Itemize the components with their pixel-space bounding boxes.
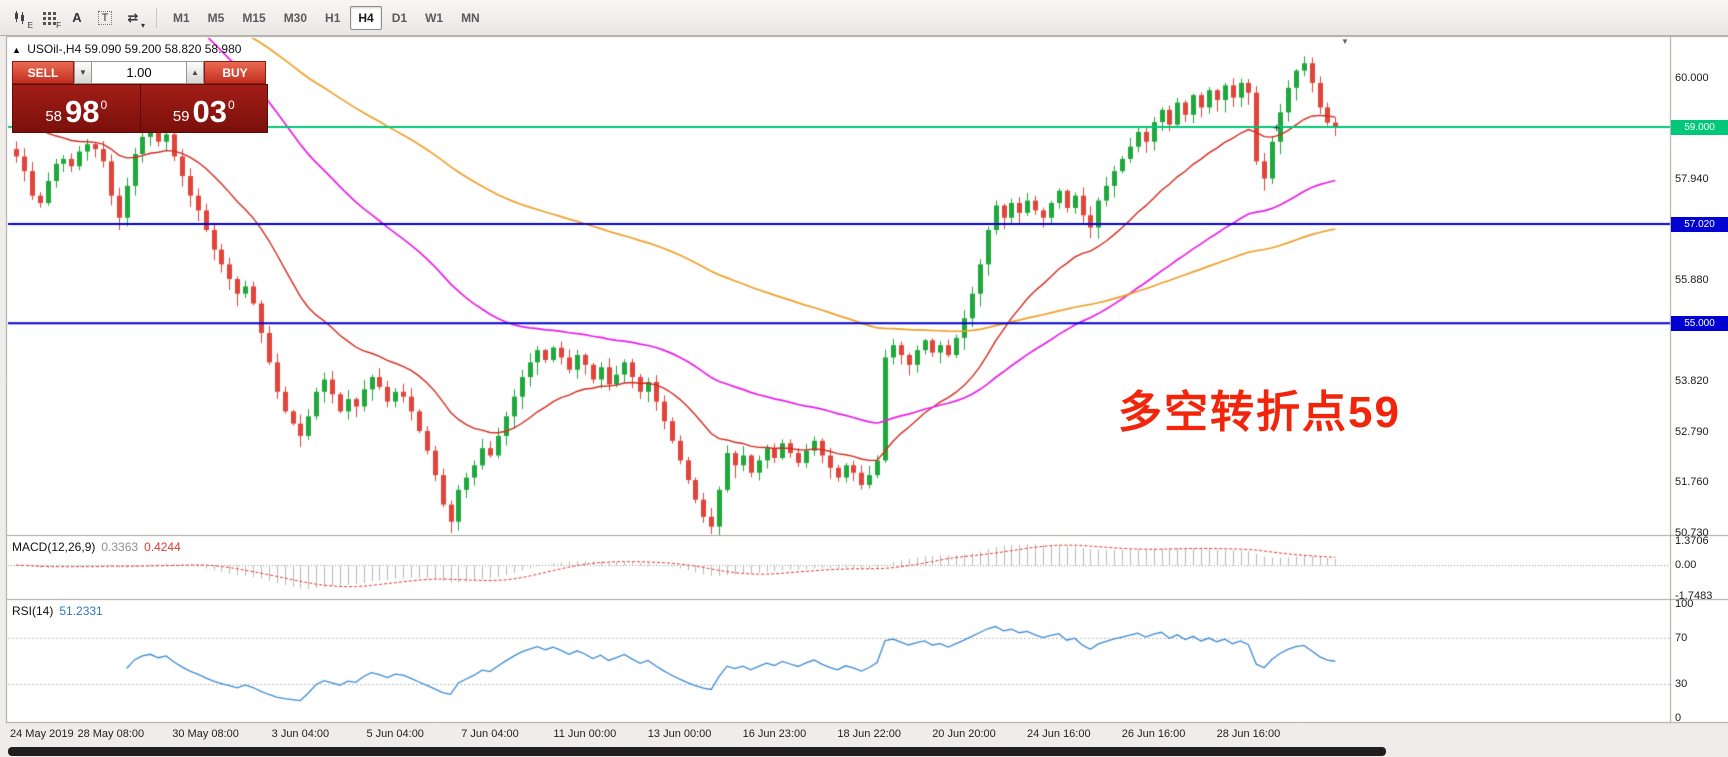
time-axis-label: 28 May 08:00 xyxy=(77,728,145,740)
line-tools-dropdown-icon: ▾ xyxy=(140,20,145,30)
candlestick-glyph xyxy=(15,11,24,24)
line-tools-glyph: ⇄ xyxy=(127,9,139,25)
icon-sub-e: E xyxy=(27,20,33,30)
time-axis-label: 30 May 08:00 xyxy=(172,728,239,740)
chart-shift-marker-icon: ▼ xyxy=(1341,37,1349,46)
symbol-header: ▲ USOil-,H4 59.090 59.200 58.820 58.980 xyxy=(12,42,241,56)
rsi-axis-tick: 100 xyxy=(1675,598,1694,610)
timeframe-M1-button[interactable]: M1 xyxy=(173,10,190,25)
price-axis-tick: 52.790 xyxy=(1675,425,1709,438)
crosshair-marker-icon: + xyxy=(1273,120,1281,135)
time-axis-label: 20 Jun 20:00 xyxy=(932,728,996,740)
price-axis-tick: 57.940 xyxy=(1675,173,1709,185)
price-axis-tick: 51.760 xyxy=(1675,476,1709,488)
macd-main-value: 0.3363 xyxy=(101,540,139,554)
symbol-marker-icon: ▲ xyxy=(12,45,21,55)
buy-price-big: 03 xyxy=(192,94,227,130)
buy-price-display[interactable]: 59 03 0 xyxy=(139,85,268,132)
macd-signal-value: 0.4244 xyxy=(144,540,181,554)
text-tool-icon[interactable]: A xyxy=(64,6,90,30)
sell-button[interactable]: SELL xyxy=(12,61,74,84)
grid-glyph xyxy=(43,11,56,25)
macd-label: MACD(12,26,9) xyxy=(12,540,96,554)
toolbar: E F A T ⇄ ▾ M1 M5 M15 M30 H1 H4 D1 W1 MN xyxy=(0,0,1728,36)
label-tool-icon[interactable]: T xyxy=(92,6,118,30)
text-tool-glyph: A xyxy=(72,10,82,25)
line-tools-icon[interactable]: ⇄ ▾ xyxy=(120,6,146,30)
timeframe-D1-button[interactable]: D1 xyxy=(391,10,408,25)
macd-axis-tick: 1.3706 xyxy=(1675,535,1709,547)
price-axis-tick: 53.820 xyxy=(1675,375,1709,387)
buy-button[interactable]: BUY xyxy=(204,61,266,84)
rsi-value: 51.2331 xyxy=(59,604,103,618)
symbol-ohlc-text: USOil-,H4 59.090 59.200 58.820 58.980 xyxy=(27,42,242,56)
volume-increase-button[interactable]: ▲ xyxy=(186,61,204,84)
timeframe-MN-button[interactable]: MN xyxy=(461,10,480,25)
time-axis-label: 24 May 2019 xyxy=(10,728,74,740)
time-axis-label: 5 Jun 04:00 xyxy=(366,728,424,740)
grid-icon[interactable]: F xyxy=(36,6,62,30)
level-price-label[interactable]: 55.000 xyxy=(1671,316,1728,332)
time-axis-label: 3 Jun 04:00 xyxy=(271,728,330,740)
time-axis-label: 11 Jun 00:00 xyxy=(553,728,617,740)
level-price-label[interactable]: 59.000 xyxy=(1671,120,1728,136)
sell-price-display[interactable]: 58 98 0 xyxy=(13,85,140,132)
macd-axis-tick: -1.7483 xyxy=(1675,590,1713,602)
quote-row: 58 98 0 59 03 0 xyxy=(12,84,268,133)
macd-header: MACD(12,26,9) 0.3363 0.4244 xyxy=(12,540,181,554)
chart-type-icon[interactable]: E xyxy=(8,6,34,30)
sell-price-sup: 0 xyxy=(100,98,108,112)
sell-price-big: 98 xyxy=(65,94,100,130)
timeframe-M5-button[interactable]: M5 xyxy=(207,10,225,25)
rsi-label: RSI(14) xyxy=(12,604,54,618)
timeframe-W1-button[interactable]: W1 xyxy=(425,10,444,25)
one-click-trading-panel: SELL ▼ ▲ BUY 58 98 0 59 03 0 xyxy=(12,61,268,133)
chart-annotation-text: 多空转折点59 xyxy=(1118,388,1401,437)
price-axis-tick: 60.000 xyxy=(1675,72,1709,84)
price-axis-tick: 50.730 xyxy=(1675,526,1709,539)
toolbar-separator xyxy=(156,7,157,28)
rsi-header: RSI(14) 51.2331 xyxy=(12,604,103,618)
time-axis-label: 26 Jun 16:00 xyxy=(1121,728,1186,740)
level-price-label[interactable]: 57.020 xyxy=(1671,217,1728,233)
time-axis-label: 18 Jun 22:00 xyxy=(837,728,901,740)
rsi-axis-tick: 30 xyxy=(1675,677,1688,690)
rsi-axis-tick: 70 xyxy=(1675,632,1688,645)
trade-controls-row: SELL ▼ ▲ BUY xyxy=(12,61,268,84)
volume-input[interactable] xyxy=(92,61,186,84)
time-axis-label: 28 Jun 16:00 xyxy=(1216,728,1281,740)
horizontal-scrollbar[interactable] xyxy=(8,747,1386,756)
time-axis-label: 16 Jun 23:00 xyxy=(742,728,807,740)
rsi-axis-tick: 0 xyxy=(1675,712,1682,724)
time-axis-label: 7 Jun 04:00 xyxy=(461,728,519,740)
time-axis-label: 13 Jun 00:00 xyxy=(647,728,712,740)
label-tool-glyph: T xyxy=(97,10,113,25)
buy-price-small: 59 xyxy=(172,107,190,125)
icon-sub-f: F xyxy=(56,20,61,30)
timeframe-M30-button[interactable]: M30 xyxy=(283,10,308,25)
timeframe-H1-button[interactable]: H1 xyxy=(325,10,341,25)
macd-axis-tick: 0.00 xyxy=(1675,559,1697,572)
volume-decrease-button[interactable]: ▼ xyxy=(74,61,92,84)
sell-price-small: 58 xyxy=(45,107,62,125)
buy-price-sup: 0 xyxy=(227,98,235,112)
timeframe-H4-button[interactable]: H4 xyxy=(350,5,382,30)
time-axis-label: 24 Jun 16:00 xyxy=(1026,728,1091,740)
timeframe-group: M1 M5 M15 M30 H1 H4 D1 W1 MN xyxy=(165,5,490,30)
price-axis-tick: 55.880 xyxy=(1675,274,1709,286)
timeframe-M15-button[interactable]: M15 xyxy=(242,10,266,25)
